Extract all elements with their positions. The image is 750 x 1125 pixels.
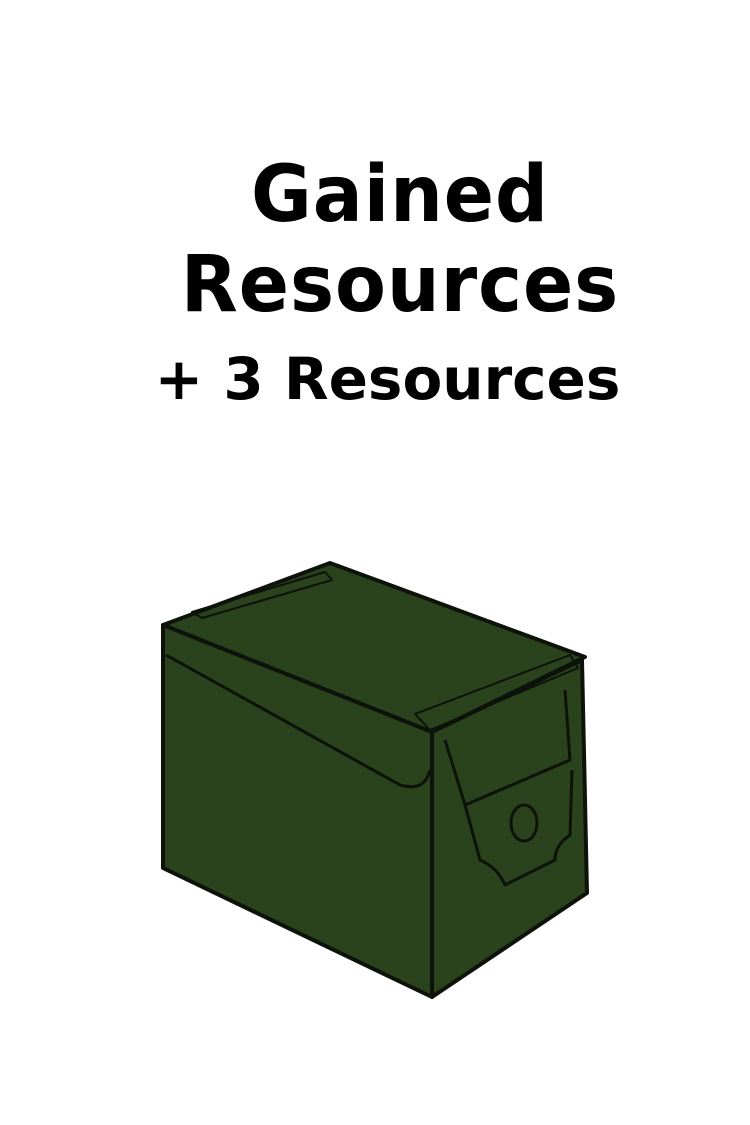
lid-lip bbox=[165, 653, 432, 789]
latch-button bbox=[509, 803, 539, 843]
latch-top bbox=[414, 654, 579, 731]
reward-text: + 3 Resources bbox=[154, 345, 621, 413]
latch-arm bbox=[443, 689, 572, 807]
latch-plate bbox=[463, 769, 574, 887]
box-side bbox=[430, 658, 589, 999]
title: Gained Resources bbox=[180, 150, 620, 330]
lid-edge bbox=[191, 571, 333, 619]
